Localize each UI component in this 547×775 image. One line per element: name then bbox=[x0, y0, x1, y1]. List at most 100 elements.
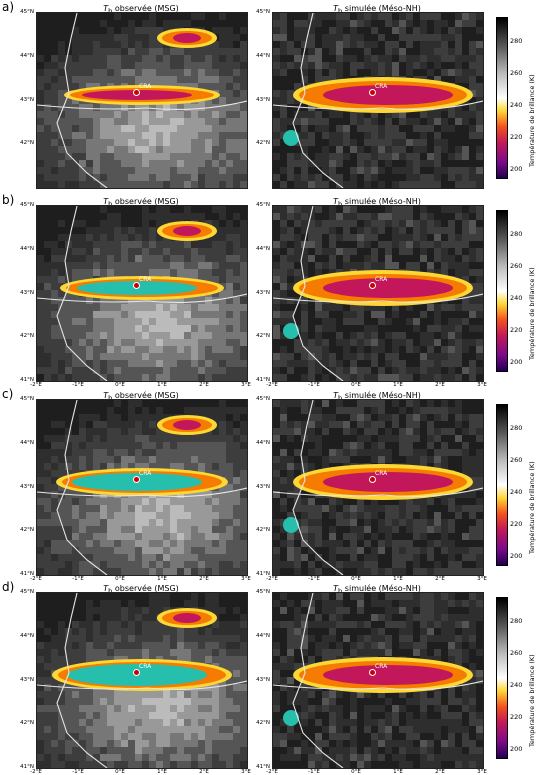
brightness-temperature-field bbox=[273, 206, 483, 381]
colorbar-tick-label: 200 bbox=[510, 552, 522, 560]
longitude-tick-label: 1°E bbox=[152, 576, 172, 582]
latitude-tick-label: 43°N bbox=[8, 677, 34, 683]
station-marker bbox=[133, 669, 140, 676]
longitude-tick-label: 3°E bbox=[472, 769, 492, 775]
latitude-tick-label: 44°N bbox=[244, 440, 270, 446]
longitude-tick-label: 1°E bbox=[388, 576, 408, 582]
longitude-tick-label: -1°E bbox=[304, 382, 324, 388]
longitude-tick-label: -1°E bbox=[304, 769, 324, 775]
latitude-tick-label: 45°N bbox=[8, 396, 34, 402]
latitude-tick-label: 42°N bbox=[8, 720, 34, 726]
observed-map: CRA bbox=[36, 592, 248, 769]
longitude-tick-label: 1°E bbox=[152, 382, 172, 388]
longitude-tick-label: -2°E bbox=[26, 576, 46, 582]
latitude-tick-label: 45°N bbox=[244, 9, 270, 15]
brightness-temperature-field bbox=[37, 593, 247, 768]
station-marker bbox=[133, 282, 140, 289]
colorbar-tick-label: 240 bbox=[510, 101, 522, 109]
latitude-tick-label: 42°N bbox=[244, 140, 270, 146]
longitude-tick-label: 1°E bbox=[388, 382, 408, 388]
brightness-temperature-field bbox=[273, 400, 483, 575]
longitude-tick-label: -2°E bbox=[262, 382, 282, 388]
colorbar-tick-label: 240 bbox=[510, 681, 522, 689]
colorbar-tick-label: 220 bbox=[510, 133, 522, 141]
latitude-tick-label: 45°N bbox=[8, 589, 34, 595]
station-label: CRA bbox=[139, 276, 151, 283]
colorbar-label: Température de brillance (K) bbox=[528, 267, 536, 360]
colorbar-tick-label: 220 bbox=[510, 713, 522, 721]
latitude-tick-label: 42°N bbox=[8, 140, 34, 146]
latitude-tick-label: 44°N bbox=[244, 633, 270, 639]
colorbar-label: Température de brillance (K) bbox=[528, 654, 536, 747]
station-label: CRA bbox=[139, 663, 151, 670]
colorbar bbox=[496, 210, 508, 372]
longitude-tick-label: -2°E bbox=[262, 576, 282, 582]
station-marker bbox=[133, 476, 140, 483]
longitude-tick-label: 2°E bbox=[430, 769, 450, 775]
latitude-tick-label: 44°N bbox=[8, 440, 34, 446]
longitude-tick-label: 2°E bbox=[194, 382, 214, 388]
latitude-tick-label: 43°N bbox=[8, 484, 34, 490]
latitude-tick-label: 42°N bbox=[244, 333, 270, 339]
colorbar-tick-label: 280 bbox=[510, 424, 522, 432]
brightness-temperature-field bbox=[37, 400, 247, 575]
latitude-tick-label: 42°N bbox=[8, 333, 34, 339]
latitude-tick-label: 43°N bbox=[244, 290, 270, 296]
latitude-tick-label: 45°N bbox=[8, 9, 34, 15]
observed-map: CRA bbox=[36, 399, 248, 576]
longitude-tick-label: 0°E bbox=[346, 576, 366, 582]
latitude-tick-label: 45°N bbox=[8, 202, 34, 208]
colorbar-tick-label: 240 bbox=[510, 294, 522, 302]
station-marker bbox=[369, 282, 376, 289]
longitude-tick-label: -1°E bbox=[68, 576, 88, 582]
colorbar-tick-label: 200 bbox=[510, 165, 522, 173]
latitude-tick-label: 43°N bbox=[244, 484, 270, 490]
longitude-tick-label: 1°E bbox=[152, 769, 172, 775]
colorbar-tick-label: 240 bbox=[510, 488, 522, 496]
latitude-tick-label: 43°N bbox=[8, 290, 34, 296]
longitude-tick-label: -2°E bbox=[262, 769, 282, 775]
simulated-map: CRA bbox=[272, 592, 484, 769]
station-label: CRA bbox=[375, 663, 387, 670]
longitude-tick-label: 2°E bbox=[194, 576, 214, 582]
longitude-tick-label: -1°E bbox=[304, 576, 324, 582]
longitude-tick-label: -1°E bbox=[68, 769, 88, 775]
longitude-tick-label: 2°E bbox=[194, 769, 214, 775]
colorbar-label: Température de brillance (K) bbox=[528, 461, 536, 554]
brightness-temperature-field bbox=[273, 13, 483, 188]
observed-map: CRA bbox=[36, 12, 248, 189]
latitude-tick-label: 42°N bbox=[244, 527, 270, 533]
latitude-tick-label: 43°N bbox=[244, 97, 270, 103]
station-label: CRA bbox=[375, 83, 387, 90]
station-label: CRA bbox=[375, 276, 387, 283]
simulated-map: CRA bbox=[272, 205, 484, 382]
longitude-tick-label: 0°E bbox=[110, 769, 130, 775]
latitude-tick-label: 43°N bbox=[8, 97, 34, 103]
brightness-temperature-field bbox=[37, 13, 247, 188]
latitude-tick-label: 44°N bbox=[8, 53, 34, 59]
brightness-temperature-field bbox=[37, 206, 247, 381]
longitude-tick-label: 3°E bbox=[472, 576, 492, 582]
latitude-tick-label: 44°N bbox=[8, 246, 34, 252]
longitude-tick-label: 2°E bbox=[430, 382, 450, 388]
colorbar bbox=[496, 17, 508, 179]
colorbar-tick-label: 260 bbox=[510, 69, 522, 77]
latitude-tick-label: 42°N bbox=[8, 527, 34, 533]
colorbar bbox=[496, 597, 508, 759]
station-marker bbox=[369, 476, 376, 483]
observed-map: CRA bbox=[36, 205, 248, 382]
colorbar bbox=[496, 404, 508, 566]
latitude-tick-label: 44°N bbox=[8, 633, 34, 639]
station-marker bbox=[133, 89, 140, 96]
station-marker bbox=[369, 669, 376, 676]
latitude-tick-label: 45°N bbox=[244, 202, 270, 208]
longitude-tick-label: 0°E bbox=[110, 576, 130, 582]
longitude-tick-label: -1°E bbox=[68, 382, 88, 388]
longitude-tick-label: 1°E bbox=[388, 769, 408, 775]
station-label: CRA bbox=[375, 470, 387, 477]
latitude-tick-label: 45°N bbox=[244, 396, 270, 402]
colorbar-tick-label: 220 bbox=[510, 520, 522, 528]
colorbar-tick-label: 280 bbox=[510, 617, 522, 625]
latitude-tick-label: 45°N bbox=[244, 589, 270, 595]
simulated-map: CRA bbox=[272, 399, 484, 576]
